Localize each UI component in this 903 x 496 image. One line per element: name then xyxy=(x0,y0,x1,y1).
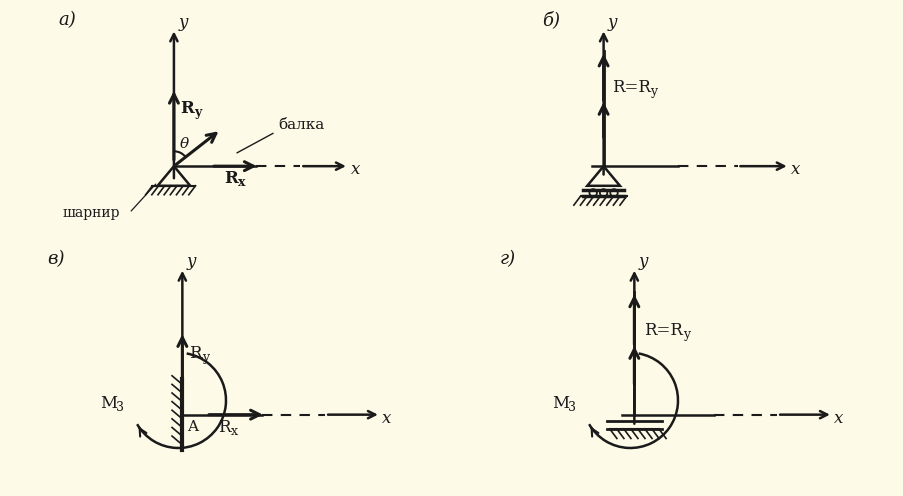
Text: 3: 3 xyxy=(568,401,576,415)
Text: A: A xyxy=(187,420,198,434)
Text: шарнир: шарнир xyxy=(62,206,120,220)
Text: в): в) xyxy=(47,250,65,268)
Text: R: R xyxy=(190,345,201,362)
Text: x: x xyxy=(230,425,237,438)
Text: R=R: R=R xyxy=(643,322,682,339)
Text: x: x xyxy=(350,161,360,178)
Text: y: y xyxy=(649,85,656,98)
Text: R: R xyxy=(224,170,238,186)
Text: y: y xyxy=(187,253,196,270)
Text: а): а) xyxy=(59,11,76,29)
Text: y: y xyxy=(683,328,690,341)
Text: R=R: R=R xyxy=(612,79,651,96)
Text: y: y xyxy=(608,14,617,31)
Text: R: R xyxy=(218,419,230,436)
Text: x: x xyxy=(237,176,245,188)
Text: x: x xyxy=(382,410,391,427)
Text: x: x xyxy=(790,161,799,178)
Text: y: y xyxy=(202,351,209,364)
Text: б): б) xyxy=(542,11,560,29)
Text: М: М xyxy=(552,395,569,412)
Text: R: R xyxy=(181,100,194,117)
Text: г): г) xyxy=(498,250,515,268)
Text: x: x xyxy=(833,410,842,427)
Text: y: y xyxy=(194,106,201,119)
Text: y: y xyxy=(178,14,188,31)
Text: 3: 3 xyxy=(116,401,125,415)
Text: балка: балка xyxy=(278,118,324,132)
Text: y: y xyxy=(638,253,647,270)
Text: М: М xyxy=(100,395,117,412)
Text: θ: θ xyxy=(180,136,189,151)
